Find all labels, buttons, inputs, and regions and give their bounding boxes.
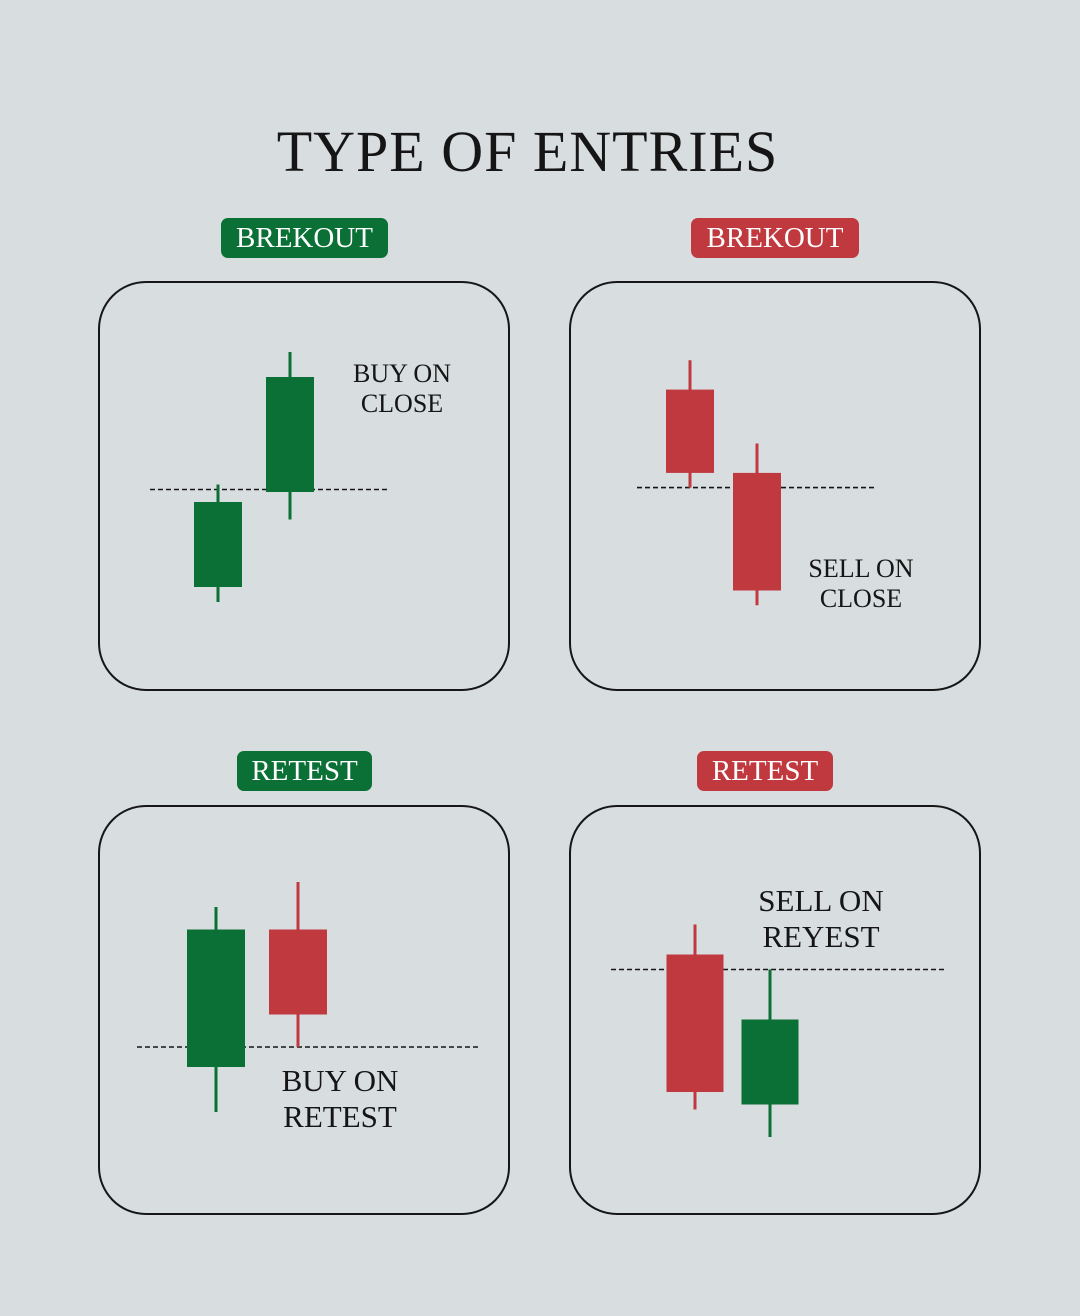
candles-chart-breakout-buy xyxy=(150,352,390,602)
caption-line-2: REYEST xyxy=(762,918,880,954)
candles-chart-retest-buy xyxy=(137,882,480,1112)
page-title: TYPE OF ENTRIES xyxy=(276,119,779,184)
caption-retest-buy: BUY ON RETEST xyxy=(260,1063,420,1134)
candles-chart-breakout-sell xyxy=(637,360,876,606)
caption-line-2: CLOSE xyxy=(819,583,903,613)
caption-line-2: CLOSE xyxy=(360,388,444,418)
caption-line-1: SELL ON xyxy=(808,554,914,583)
caption-breakout-sell: SELL ON CLOSE xyxy=(791,554,931,614)
panel-retest-buy: BUY ON RETEST xyxy=(98,805,510,1215)
panel-breakout-sell: SELL ON CLOSE xyxy=(569,281,981,691)
bullish-candle-body xyxy=(194,502,242,587)
bullish-candle-body xyxy=(187,929,245,1067)
caption-retest-sell: SELL ON REYEST xyxy=(741,883,901,954)
badge-breakout-buy: BREKOUT xyxy=(221,218,388,258)
caption-line-1: BUY ON xyxy=(353,359,451,388)
bullish-candle-body xyxy=(266,377,314,492)
bullish-candle-body xyxy=(741,1019,799,1105)
panel-retest-sell: SELL ON REYEST xyxy=(569,805,981,1215)
bearish-candle-body xyxy=(666,389,714,473)
candles-chart-retest-sell xyxy=(611,924,946,1137)
badge-retest-sell: RETEST xyxy=(697,751,833,791)
caption-breakout-buy: BUY ON CLOSE xyxy=(332,359,472,419)
panel-breakout-buy: BUY ON CLOSE xyxy=(98,281,510,691)
caption-line-1: BUY ON xyxy=(281,1063,399,1098)
badge-breakout-sell: BREKOUT xyxy=(691,218,859,258)
caption-line-1: SELL ON xyxy=(758,883,884,918)
caption-line-2: RETEST xyxy=(283,1098,397,1134)
bearish-candle-body xyxy=(733,472,781,591)
bearish-candle-body xyxy=(666,954,724,1092)
badge-retest-buy: RETEST xyxy=(237,751,372,791)
bearish-candle-body xyxy=(269,929,327,1015)
